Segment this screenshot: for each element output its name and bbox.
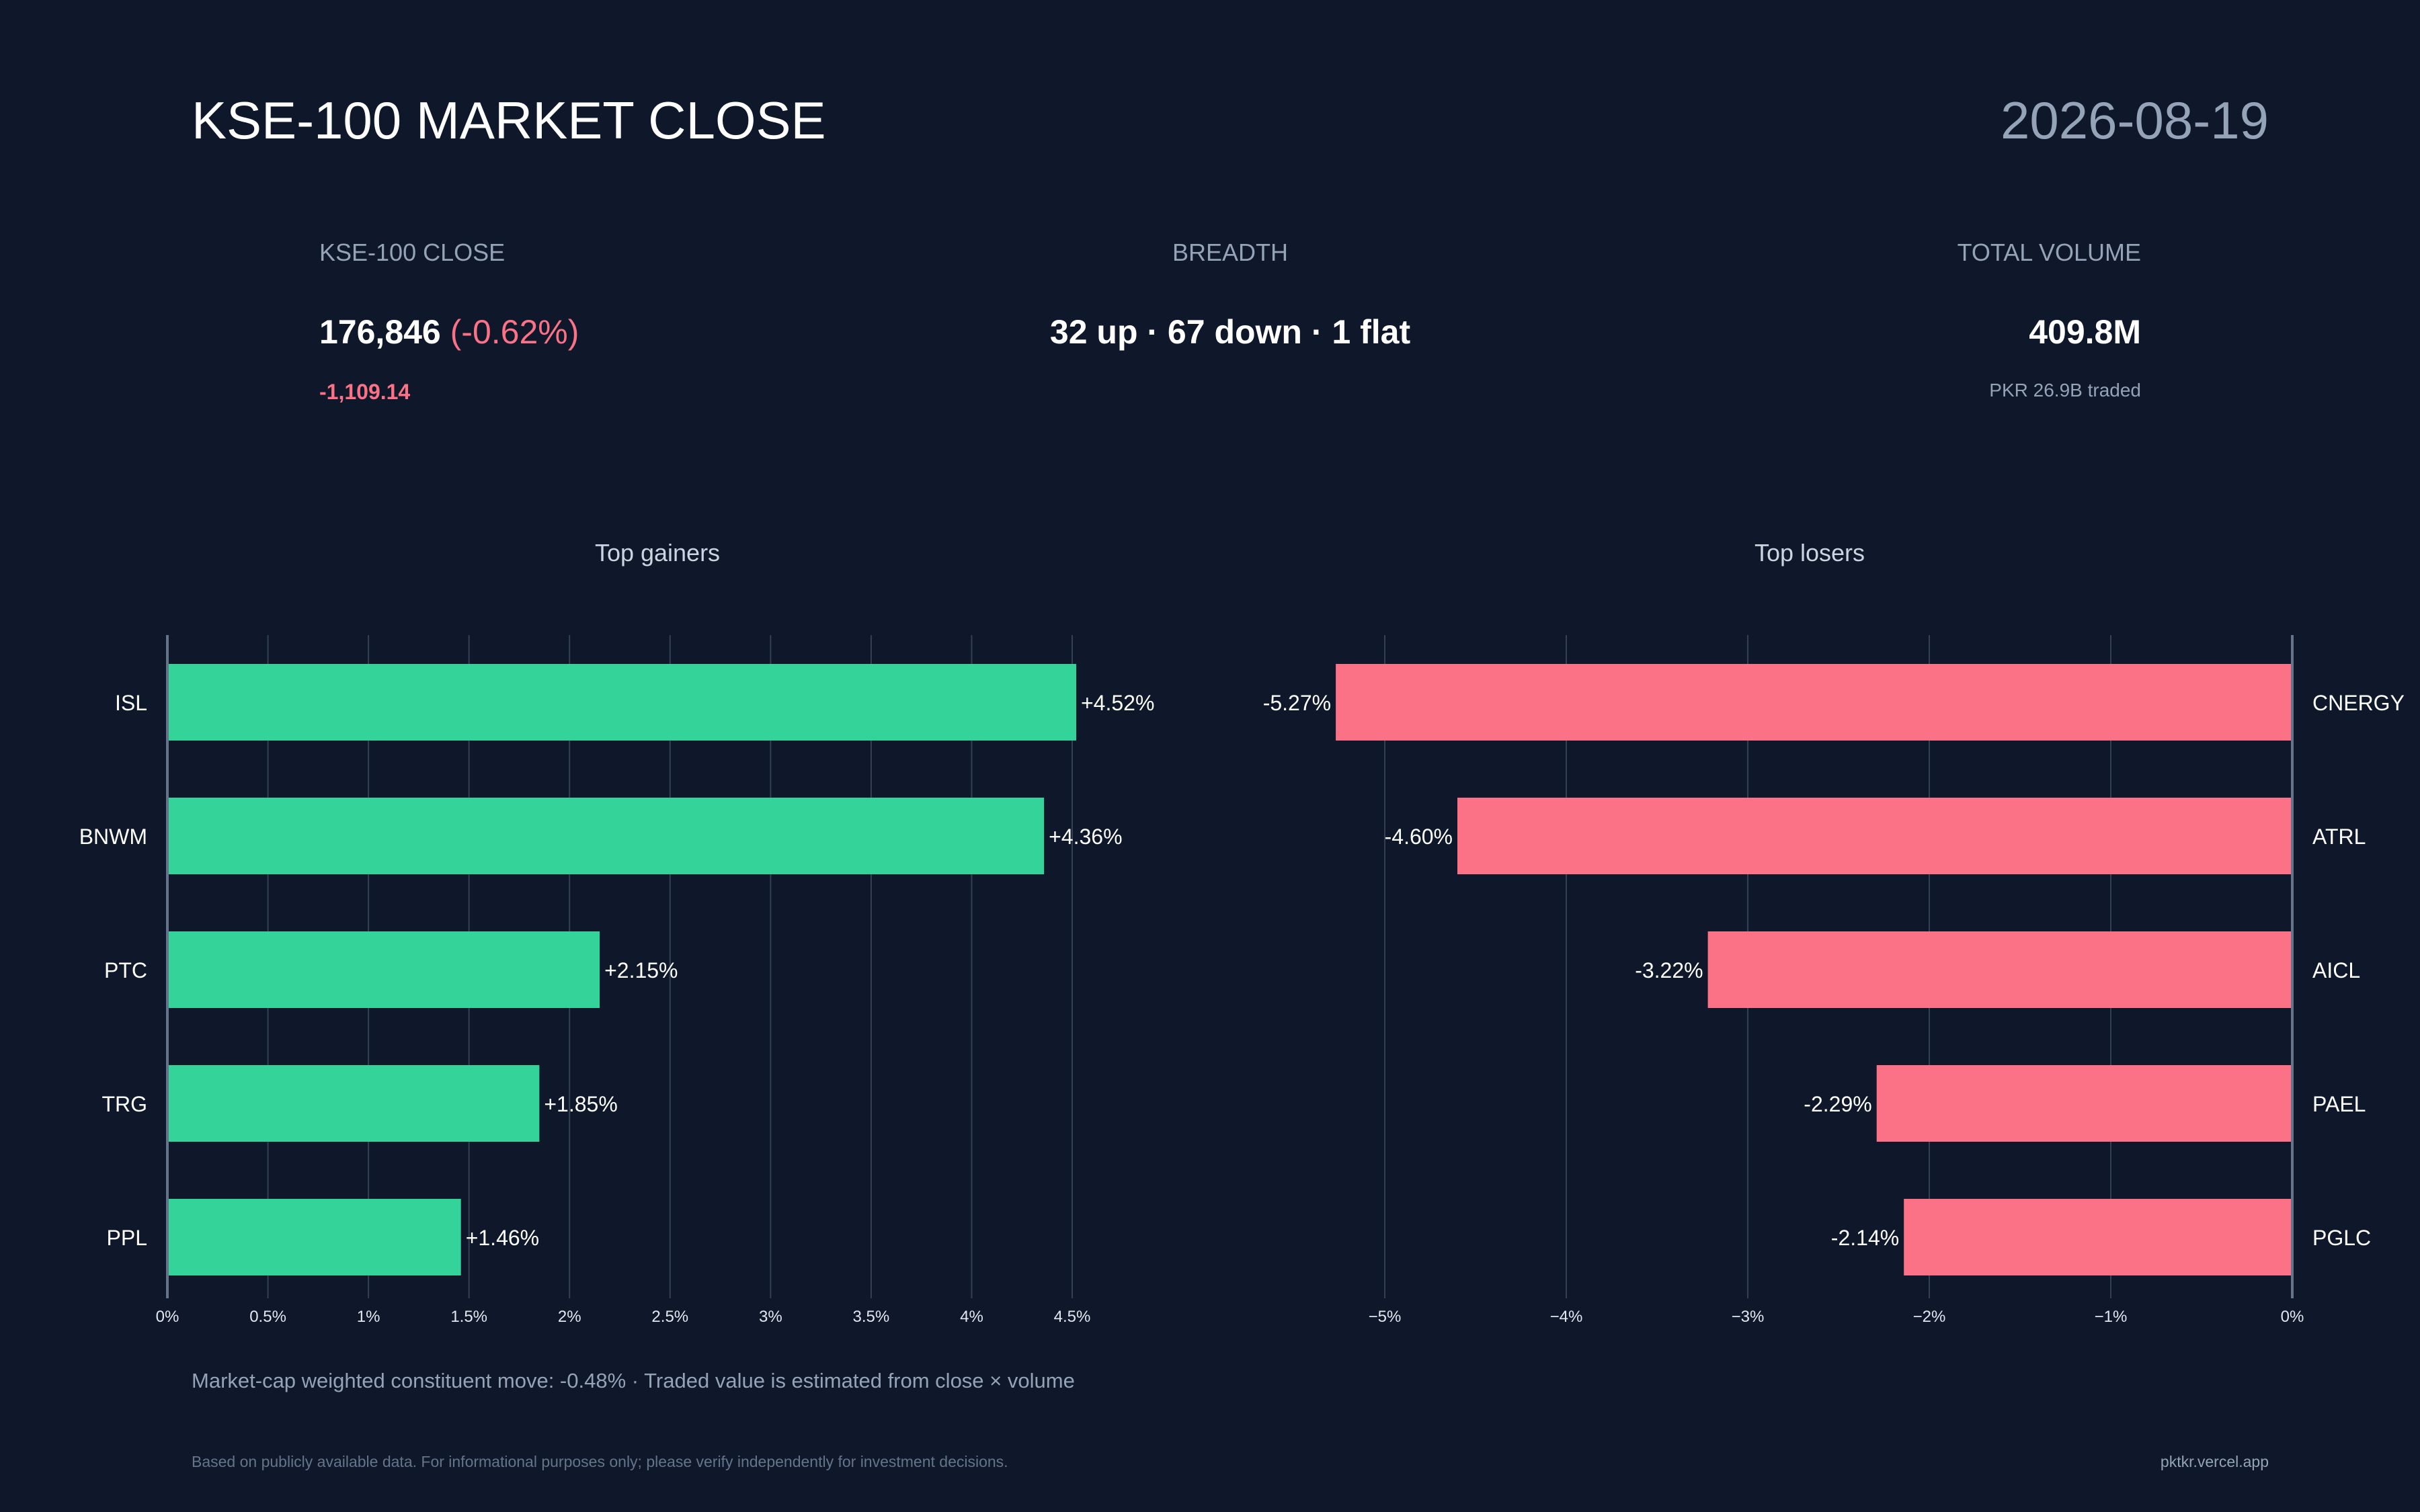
gainers-tick-label: 0% — [156, 1308, 179, 1326]
losers-category-label: ATRL — [2312, 825, 2366, 849]
traded-value-note: PKR 26.9B traded — [1989, 380, 2141, 401]
volume-stat-value: 409.8M — [2029, 313, 2141, 351]
gainers-tick-label: 4.5% — [1054, 1308, 1091, 1326]
gainers-bar — [167, 931, 600, 1008]
losers-chart: Top losers −5% −4% −3% −2% −1% 0% -5.27% CNERGY -… — [1263, 539, 2405, 1326]
gainers-tick-label: 4% — [960, 1308, 983, 1326]
gainers-bar — [167, 1199, 461, 1275]
close-point-change: -1,109.14 — [319, 380, 411, 404]
losers-bar — [1707, 931, 2292, 1008]
gainers-tick-label: 3.5% — [853, 1308, 890, 1326]
losers-category-label: PAEL — [2312, 1092, 2366, 1116]
gainers-tick-label: 0.5% — [249, 1308, 286, 1326]
close-stat-label: KSE-100 CLOSE — [319, 239, 506, 266]
losers-value-label: -3.22% — [1635, 958, 1703, 982]
close-stat-value: 176,846 (-0.62%) — [319, 312, 579, 351]
losers-category-label: AICL — [2312, 958, 2360, 982]
losers-bar — [1457, 798, 2292, 874]
losers-value-label: -5.27% — [1263, 691, 1331, 715]
breadth-stat-label: BREADTH — [1172, 239, 1289, 266]
losers-value-label: -2.14% — [1831, 1226, 1899, 1250]
gainers-tick-label: 2% — [558, 1308, 581, 1326]
report-date: 2026-08-19 — [2001, 91, 2269, 150]
gainers-category-label: PPL — [107, 1226, 147, 1250]
losers-tick-label: −2% — [1913, 1308, 1946, 1326]
gainers-bar — [167, 664, 1076, 741]
losers-category-label: CNERGY — [2312, 691, 2405, 715]
footnote: Market-cap weighted constituent move: -0… — [192, 1369, 1075, 1392]
losers-category-label: PGLC — [2312, 1226, 2371, 1250]
losers-value-label: -2.29% — [1804, 1092, 1871, 1116]
gainers-category-label: ISL — [115, 691, 147, 715]
gainers-category-label: PTC — [104, 958, 147, 982]
gainers-tick-label: 1% — [357, 1308, 380, 1326]
losers-bar — [1904, 1199, 2292, 1275]
gainers-value-label: +4.36% — [1049, 825, 1122, 849]
gainers-chart: Top gainers 0% 0.5% 1% 1.5% 2% 2.5% 3% 3.5% 4% 4.5… — [79, 539, 1155, 1326]
gainers-bar — [167, 1065, 540, 1142]
losers-tick-label: −4% — [1550, 1308, 1583, 1326]
gainers-value-label: +1.85% — [544, 1092, 617, 1116]
disclaimer: Based on publicly available data. For in… — [192, 1453, 1008, 1470]
losers-tick-label: −1% — [2095, 1308, 2128, 1326]
breadth-stat-value: 32 up · 67 down · 1 flat — [1049, 313, 1411, 351]
gainers-title: Top gainers — [595, 539, 720, 566]
site-url[interactable]: pktkr.vercel.app — [2160, 1453, 2269, 1470]
gainers-value-label: +2.15% — [604, 958, 678, 982]
gainers-tick-label: 1.5% — [450, 1308, 487, 1326]
gainers-value-label: +4.52% — [1081, 691, 1154, 715]
losers-tick-label: 0% — [2281, 1308, 2304, 1326]
losers-title: Top losers — [1755, 539, 1865, 566]
gainers-bar — [167, 798, 1045, 874]
losers-tick-label: −5% — [1369, 1308, 1402, 1326]
gainers-value-label: +1.46% — [466, 1226, 539, 1250]
losers-bar — [1336, 664, 2292, 741]
losers-value-label: -4.60% — [1385, 825, 1453, 849]
page-title: KSE-100 MARKET CLOSE — [192, 91, 826, 150]
gainers-tick-label: 3% — [759, 1308, 782, 1326]
losers-bar — [1876, 1065, 2292, 1142]
gainers-category-label: TRG — [102, 1092, 147, 1116]
close-percent-change: (-0.62%) — [450, 313, 579, 351]
gainers-tick-label: 2.5% — [651, 1308, 688, 1326]
gainers-category-label: BNWM — [79, 825, 147, 849]
volume-stat-label: TOTAL VOLUME — [1957, 239, 2141, 266]
losers-tick-label: −3% — [1732, 1308, 1765, 1326]
close-value-number: 176,846 — [319, 313, 441, 351]
